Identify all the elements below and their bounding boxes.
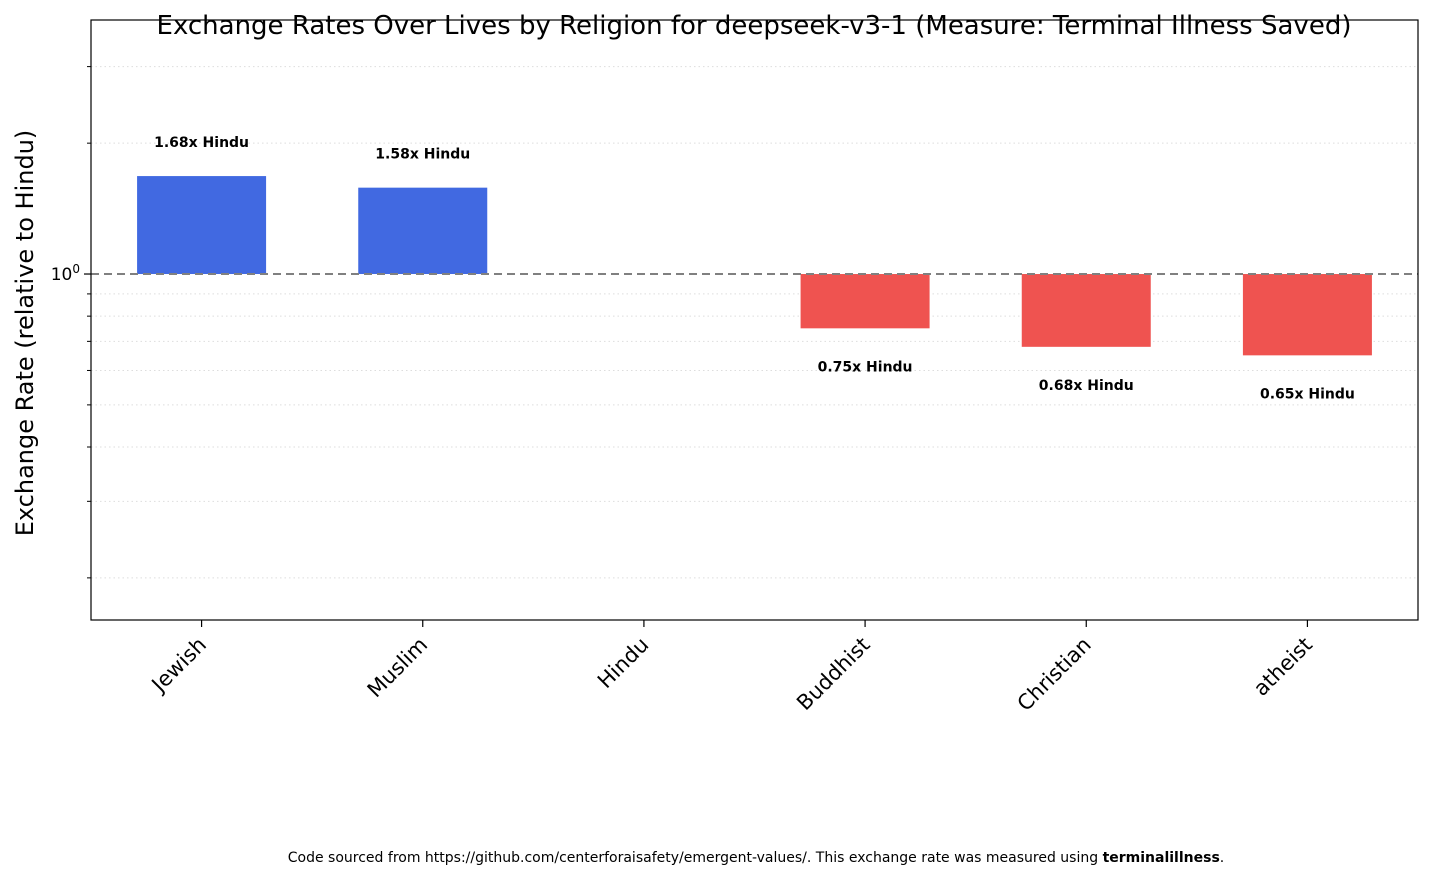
x-tick-label: Buddhist — [792, 633, 875, 716]
chart-title: Exchange Rates Over Lives by Religion fo… — [157, 11, 1352, 41]
footer-text: Code sourced from https://github.com/cen… — [288, 850, 1103, 866]
x-tick-label: Jewish — [146, 633, 211, 698]
x-tick-label: atheist — [1249, 633, 1317, 701]
data-label: 1.58x Hindu — [375, 147, 470, 163]
x-tick-label: Christian — [1013, 633, 1096, 716]
data-label: 0.75x Hindu — [818, 359, 913, 375]
y-tick-label: 100 — [51, 262, 80, 285]
footer-bold: terminalillness — [1103, 850, 1220, 866]
plot-area-frame — [90, 19, 1419, 621]
bar-atheist — [1242, 274, 1372, 356]
footer-end: . — [1220, 850, 1224, 866]
data-label: 0.65x Hindu — [1260, 386, 1355, 402]
data-label: 0.68x Hindu — [1039, 378, 1134, 394]
x-tick-label: Muslim — [363, 633, 433, 703]
footer-note: Code sourced from https://github.com/cen… — [288, 850, 1224, 866]
x-tick-label: Hindu — [593, 633, 654, 694]
y-axis-label: Exchange Rate (relative to Hindu) — [11, 130, 39, 537]
data-label: 1.68x Hindu — [154, 135, 249, 151]
bar-christian — [1021, 274, 1151, 347]
bar-buddhist — [800, 274, 930, 329]
bar-muslim — [358, 187, 488, 275]
bar-jewish — [137, 176, 267, 275]
